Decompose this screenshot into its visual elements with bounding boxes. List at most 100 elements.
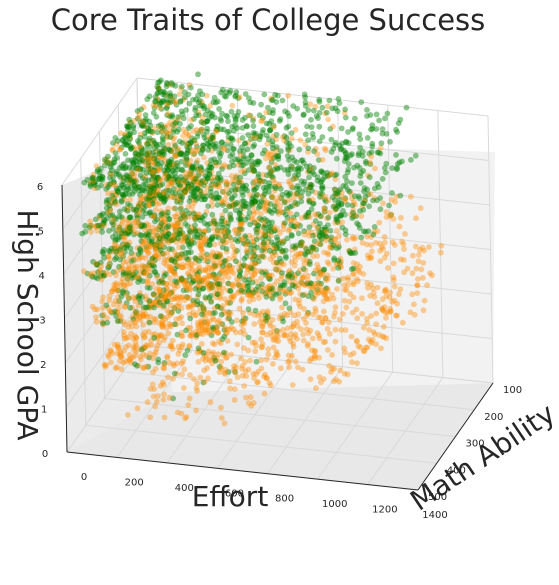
- data-point: [182, 415, 189, 422]
- data-point: [177, 216, 184, 223]
- data-point: [289, 282, 296, 289]
- data-point: [366, 327, 373, 333]
- data-point: [202, 326, 209, 333]
- data-point: [211, 341, 218, 348]
- data-point: [316, 289, 323, 296]
- data-point: [268, 232, 274, 239]
- data-point: [323, 235, 330, 241]
- data-point: [163, 129, 170, 136]
- data-point: [157, 332, 164, 339]
- data-point: [214, 202, 221, 208]
- data-point: [350, 294, 357, 301]
- data-point: [223, 354, 230, 361]
- data-point: [134, 115, 141, 122]
- tick-labels: 0 200 400 600 800 1000 1200 1400100200300400500…: [37, 182, 522, 521]
- data-point: [281, 310, 288, 317]
- data-point: [123, 172, 130, 179]
- data-point: [362, 193, 369, 200]
- data-point: [204, 174, 210, 181]
- data-point: [285, 145, 291, 151]
- data-point: [210, 326, 217, 332]
- data-point: [163, 291, 170, 298]
- data-point: [285, 227, 292, 234]
- data-point: [236, 210, 243, 217]
- data-point: [311, 352, 318, 359]
- data-point: [265, 351, 272, 358]
- data-point: [276, 286, 283, 293]
- data-point: [161, 360, 168, 366]
- data-point: [250, 134, 256, 141]
- data-point: [209, 252, 216, 259]
- data-point: [100, 294, 106, 301]
- data-point: [197, 217, 204, 224]
- data-point: [216, 288, 223, 295]
- data-point: [199, 170, 205, 177]
- data-point: [191, 376, 197, 382]
- data-point: [139, 157, 146, 164]
- data-point: [166, 159, 173, 166]
- data-point: [81, 179, 88, 186]
- data-point: [162, 316, 169, 323]
- data-point: [309, 285, 316, 291]
- data-point: [335, 265, 342, 271]
- data-point: [250, 208, 257, 215]
- data-point: [345, 282, 351, 288]
- data-point: [254, 254, 261, 261]
- data-point: [330, 203, 337, 210]
- data-point: [117, 250, 124, 256]
- data-point: [312, 267, 319, 274]
- data-point: [336, 100, 343, 106]
- data-point: [247, 394, 254, 401]
- data-point: [222, 296, 228, 302]
- data-point: [191, 312, 198, 319]
- data-point: [204, 321, 211, 328]
- data-point: [257, 242, 264, 248]
- data-point: [264, 140, 271, 147]
- data-point: [140, 236, 147, 243]
- data-point: [170, 98, 176, 104]
- data-point: [214, 221, 221, 228]
- data-point: [181, 235, 187, 242]
- data-point: [132, 352, 139, 359]
- data-point: [255, 174, 262, 180]
- data-point: [149, 197, 156, 203]
- data-point: [367, 159, 373, 166]
- data-point: [355, 343, 362, 349]
- data-point: [133, 335, 139, 341]
- data-point: [218, 340, 224, 347]
- data-point: [178, 150, 185, 157]
- data-point: [125, 224, 132, 231]
- data-point: [175, 343, 182, 350]
- data-point: [249, 216, 255, 223]
- data-point: [258, 118, 265, 125]
- data-point: [318, 168, 325, 175]
- data-point: [244, 247, 251, 254]
- data-point: [317, 190, 324, 197]
- data-point: [194, 380, 201, 387]
- data-point: [185, 304, 192, 311]
- data-point: [312, 348, 319, 355]
- data-point: [221, 258, 227, 265]
- data-point: [183, 186, 190, 193]
- data-point: [141, 344, 148, 351]
- data-point: [252, 307, 259, 314]
- data-point: [370, 197, 376, 204]
- data-point: [176, 277, 183, 284]
- data-point: [123, 223, 130, 230]
- data-point: [105, 190, 111, 197]
- data-point: [152, 161, 158, 167]
- data-point: [266, 172, 273, 179]
- data-point: [297, 137, 304, 144]
- data-point: [145, 159, 152, 166]
- data-point: [324, 285, 331, 292]
- data-point: [190, 277, 197, 284]
- data-point: [218, 218, 225, 225]
- data-point: [159, 134, 166, 141]
- data-point: [328, 369, 334, 375]
- data-point: [184, 287, 190, 293]
- data-point: [193, 96, 200, 103]
- data-point: [354, 261, 360, 267]
- data-point: [200, 131, 207, 138]
- data-point: [326, 362, 333, 369]
- data-point: [206, 264, 213, 271]
